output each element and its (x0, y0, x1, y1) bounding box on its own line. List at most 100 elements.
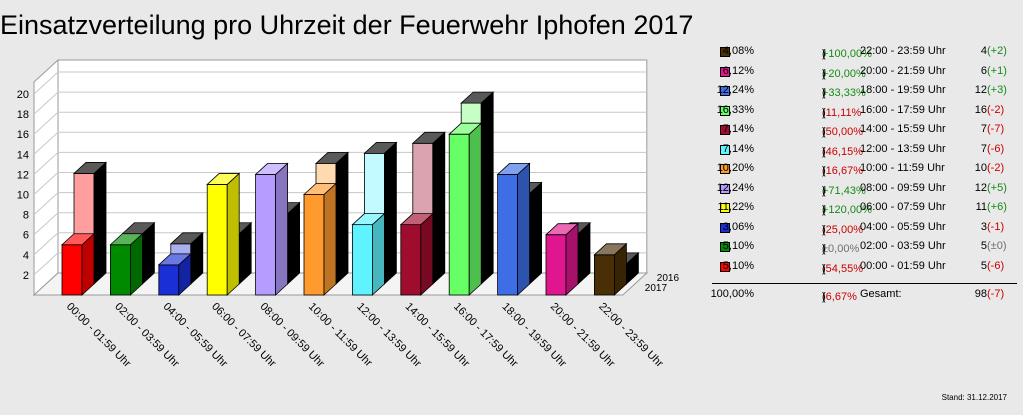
legend-time: 04:00 - 05:59 Uhr (860, 220, 946, 233)
bar-2017 (254, 162, 289, 296)
legend-count: 5 (980, 259, 987, 272)
y-tick-label: 10 (17, 190, 29, 202)
legend-swatch (720, 242, 730, 252)
legend-delta: (-6) (987, 259, 1005, 272)
legend-percent: 12,24% (716, 84, 754, 96)
bar-2016-top (460, 91, 495, 104)
bar-2017 (351, 212, 386, 296)
bar-2017-front (158, 264, 180, 296)
y-tick-label: 2 (23, 270, 29, 282)
legend-time: 08:00 - 09:59 Uhr (860, 181, 946, 194)
bar-2017-side (420, 212, 434, 296)
legend-swatch (720, 66, 730, 77)
bar-2017 (206, 172, 241, 296)
legend: 4,08%( +100,00% ) 22:00 - 23:59 Uhr 4 (+2) 6… (712, 42, 1017, 276)
bar-2017-front (61, 244, 83, 296)
bar-2017-front (110, 244, 131, 296)
legend-count: 3 (980, 220, 987, 233)
legend-count: 10 (974, 162, 987, 174)
legend-time: 10:00 - 11:59 Uhr (860, 162, 945, 174)
bar-2017 (302, 182, 338, 296)
legend-time: 22:00 - 23:59 Uhr (860, 45, 946, 57)
legend-percent: 10,20% (716, 162, 754, 174)
legend-total-divider (712, 283, 1017, 284)
legend-delta: (-1) (987, 220, 1005, 233)
bar-2016-side (432, 131, 446, 285)
legend-count: 11 (975, 201, 987, 213)
legend-time: 06:00 - 07:59 Uhr (860, 201, 946, 213)
legend-delta: (-2) (987, 103, 1005, 116)
legend-percent: 11,22% (717, 201, 755, 213)
legend-swatch (720, 105, 730, 116)
gridline (33, 111, 647, 135)
bar-2016-top (169, 232, 204, 245)
legend-percent: 4,08% (722, 45, 754, 57)
y-tick-label: 4 (23, 250, 29, 262)
bar-2017-side (565, 222, 579, 296)
bar-2017-side (226, 172, 240, 296)
bar-2016-side (93, 161, 107, 285)
bar-2017-side (275, 162, 289, 296)
legend-row: 16,33%( -11,11% ) 16:00 - 17:59 Uhr 16 (-2) (716, 103, 1005, 119)
y-tick-label: 14 (17, 149, 29, 161)
gridline (33, 131, 647, 155)
bar-2017-top (60, 233, 96, 246)
legend-delta: (±0) (987, 240, 1007, 252)
bar-2017-side (517, 162, 530, 296)
legend-percent: 7,14% (722, 142, 754, 155)
legend-count: 12 (974, 181, 987, 194)
y-tick-label: 20 (17, 89, 29, 101)
bar-2017-top (206, 173, 241, 185)
legend-swatch (720, 86, 730, 96)
bar-2016-side (529, 181, 542, 285)
total-delta: (-7) (987, 288, 1005, 300)
bar-2017-top (351, 213, 386, 226)
gridline (33, 91, 647, 115)
legend-time: 12:00 - 13:59 Uhr (860, 142, 946, 155)
bar-2017 (496, 162, 531, 296)
legend-time: 00:00 - 01:59 Uhr (860, 259, 946, 272)
legend-percent: 16,33% (716, 103, 754, 116)
legend-delta: (+2) (987, 45, 1007, 57)
legend-percent: 7,14% (722, 123, 754, 135)
legend-swatch (720, 144, 730, 155)
y-tick-label: 18 (17, 109, 29, 121)
chart-title: Einsatzverteilung pro Uhrzeit der Feuerw… (0, 10, 694, 40)
bar-2017-top (254, 162, 289, 175)
legend-swatch (720, 222, 730, 233)
legend-count: 12 (974, 84, 987, 96)
bar-2017 (593, 242, 628, 296)
legend-row: 7,14%( -46,15% ) 12:00 - 13:59 Uhr 7 (-6) (712, 140, 1017, 160)
legend-time: 20:00 - 21:59 Uhr (860, 64, 946, 77)
bar-2016-side (287, 201, 301, 285)
legend-delta: (+5) (987, 181, 1007, 194)
legend-swatch (720, 125, 730, 135)
legend-total-row: 100,00% ( -6,67% ) Gesamt: 98 (-7) (710, 288, 1005, 303)
legend-row: 3,06%( -25,00% ) 04:00 - 05:59 Uhr 3 (-1) (712, 218, 1017, 238)
bar-2017-front (400, 224, 422, 296)
legend-delta: (+6) (987, 201, 1007, 213)
legend-delta: (+3) (987, 84, 1007, 96)
bar-2016-side (383, 141, 397, 285)
y-tick-label: 16 (17, 129, 29, 141)
legend-row: 4,08%( +100,00% ) 22:00 - 23:59 Uhr 4 (+2) (712, 42, 1017, 62)
bar-2017 (448, 122, 483, 296)
legend-row: 12,24%( +71,43% ) 08:00 - 09:59 Uhr 12 (+5) (716, 181, 1007, 197)
bar-2016-top (411, 131, 446, 144)
legend-percent: 6,12% (722, 64, 754, 77)
bar-2017-front (351, 224, 373, 296)
bar-2017-front (448, 133, 470, 296)
legend-count: 7 (980, 142, 987, 155)
bar-2017-front (545, 234, 567, 296)
bar-2016-side (335, 151, 349, 285)
legend-swatch (720, 164, 730, 174)
legend-count: 4 (980, 45, 987, 57)
legend-delta: (+1) (987, 64, 1007, 77)
legend-percent: 3,06% (722, 220, 754, 233)
bar-2017-side (323, 182, 337, 296)
bar-2017-top (399, 213, 434, 226)
legend-row: 10,20%( -16,67% ) 10:00 - 11:59 Uhr 10 (-2) (716, 162, 1005, 177)
bar-2017-front (497, 173, 519, 296)
bar-2017-top (593, 243, 628, 256)
